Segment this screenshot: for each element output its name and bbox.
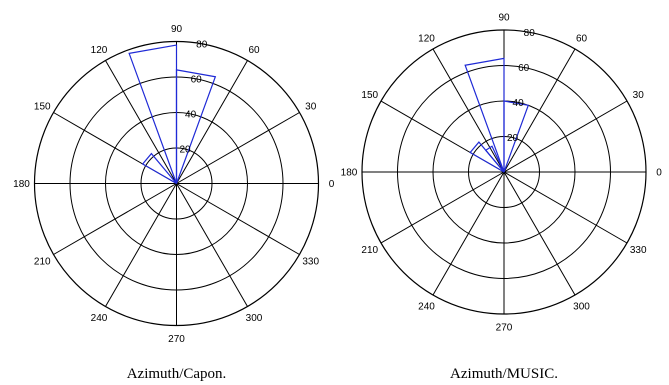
angle-tick-label: 270 — [168, 334, 185, 345]
radial-tick-label: 60 — [191, 74, 203, 85]
radial-tick-label: 20 — [179, 144, 191, 155]
outer-ring — [361, 29, 647, 315]
angle-tick-label: 90 — [171, 24, 183, 35]
angle-tick-label: 150 — [361, 90, 378, 101]
angle-tick-label: 210 — [34, 257, 51, 268]
angle-tick-label: 120 — [418, 33, 435, 44]
chart-caption: Azimuth/Capon. — [127, 366, 227, 382]
radial-tick-label: 40 — [513, 98, 525, 109]
chart-caption: Azimuth/MUSIC. — [450, 366, 558, 382]
angle-tick-label: 300 — [573, 302, 590, 313]
angle-tick-label: 180 — [13, 179, 30, 190]
angle-tick-label: 150 — [34, 102, 51, 113]
radial-tick-label: 20 — [507, 133, 519, 144]
angle-tick-label: 90 — [498, 13, 510, 24]
angle-tick-label: 330 — [630, 245, 647, 256]
series-bin — [484, 145, 505, 173]
series-bin — [141, 152, 177, 185]
angle-tick-label: 210 — [361, 245, 378, 256]
angle-tick-label: 0 — [329, 179, 335, 190]
polar-chart-music: 20 40 60 80 0 30 60 90 120 150 180 210 240 270 300 330 A… — [341, 13, 663, 383]
angle-tick-label: 300 — [246, 313, 263, 324]
angle-tick-label: 270 — [496, 323, 513, 334]
angle-tick-label: 60 — [576, 33, 588, 44]
series-bin — [175, 69, 217, 184]
radial-tick-label: 80 — [524, 28, 536, 39]
angle-tick-label: 30 — [633, 90, 645, 101]
angle-tick-label: 240 — [91, 313, 108, 324]
outer-ring — [33, 40, 320, 327]
angle-tick-label: 330 — [302, 257, 319, 268]
angle-tick-label: 60 — [248, 45, 260, 56]
radial-tick-label: 80 — [196, 39, 208, 50]
radial-tick-label: 40 — [185, 109, 197, 120]
angle-tick-label: 120 — [91, 45, 108, 56]
polar-chart-capon: 20 40 60 80 0 30 60 90 120 150 180 210 240 270 300 330 A… — [13, 24, 335, 382]
angle-tick-label: 240 — [418, 302, 435, 313]
angle-tick-label: 0 — [656, 168, 662, 179]
series-bin — [503, 100, 530, 173]
angle-tick-label: 180 — [341, 168, 358, 179]
angle-tick-label: 30 — [305, 102, 317, 113]
radial-tick-label: 60 — [518, 63, 530, 74]
